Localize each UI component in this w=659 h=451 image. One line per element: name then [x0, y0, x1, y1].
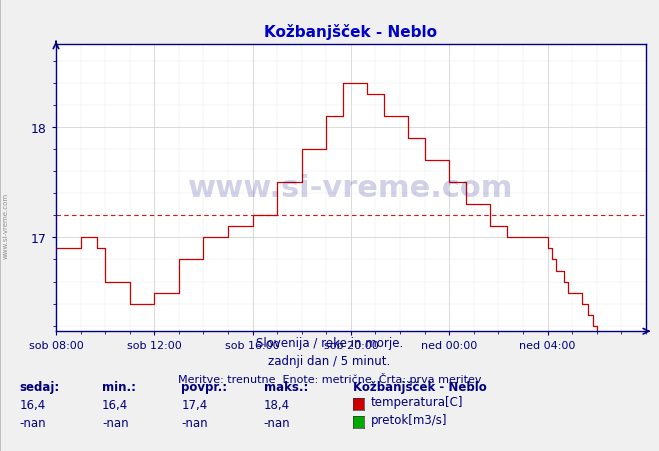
- Text: Slovenija / reke in morje.: Slovenija / reke in morje.: [256, 336, 403, 349]
- Text: -nan: -nan: [181, 416, 208, 429]
- Text: -nan: -nan: [20, 416, 46, 429]
- Text: temperatura[C]: temperatura[C]: [371, 395, 463, 408]
- Text: -nan: -nan: [102, 416, 129, 429]
- Text: 17,4: 17,4: [181, 398, 208, 411]
- Text: www.si-vreme.com: www.si-vreme.com: [188, 174, 513, 203]
- Text: -nan: -nan: [264, 416, 290, 429]
- Text: min.:: min.:: [102, 380, 136, 393]
- Text: zadnji dan / 5 minut.: zadnji dan / 5 minut.: [268, 354, 391, 367]
- Title: Kožbanjšček - Neblo: Kožbanjšček - Neblo: [264, 24, 438, 40]
- Text: povpr.:: povpr.:: [181, 380, 227, 393]
- Text: 18,4: 18,4: [264, 398, 290, 411]
- Text: Kožbanjšček - Neblo: Kožbanjšček - Neblo: [353, 380, 486, 393]
- Text: 16,4: 16,4: [20, 398, 46, 411]
- Text: sedaj:: sedaj:: [20, 380, 60, 393]
- Text: 16,4: 16,4: [102, 398, 129, 411]
- Text: pretok[m3/s]: pretok[m3/s]: [371, 413, 447, 426]
- Text: maks.:: maks.:: [264, 380, 308, 393]
- Text: www.si-vreme.com: www.si-vreme.com: [2, 193, 9, 258]
- Text: Meritve: trenutne  Enote: metrične  Črta: prva meritev: Meritve: trenutne Enote: metrične Črta: …: [178, 372, 481, 384]
